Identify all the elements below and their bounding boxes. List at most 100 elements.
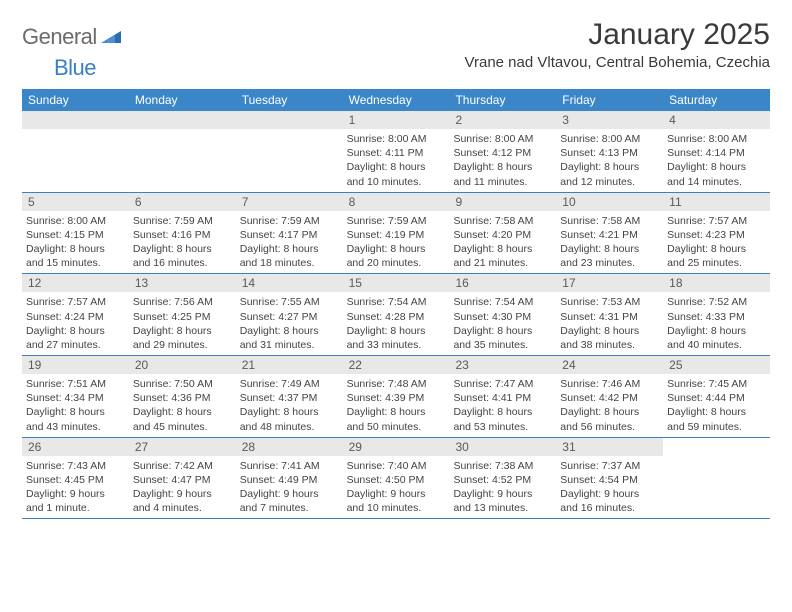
logo-word1: General — [22, 24, 97, 50]
daylight-line2: and 14 minutes. — [667, 175, 766, 189]
day-cell: 9Sunrise: 7:58 AMSunset: 4:20 PMDaylight… — [449, 193, 556, 274]
day-number: 31 — [556, 438, 663, 456]
sunset-text: Sunset: 4:24 PM — [26, 310, 125, 324]
daylight-line1: Daylight: 8 hours — [133, 324, 232, 338]
daylight-line1: Daylight: 8 hours — [667, 405, 766, 419]
sunrise-text: Sunrise: 7:57 AM — [667, 214, 766, 228]
sunrise-text: Sunrise: 7:52 AM — [667, 295, 766, 309]
daylight-line2: and 45 minutes. — [133, 420, 232, 434]
day-number: 19 — [22, 356, 129, 374]
day-cell: 26Sunrise: 7:43 AMSunset: 4:45 PMDayligh… — [22, 438, 129, 519]
daylight-line1: Daylight: 8 hours — [453, 405, 552, 419]
sunrise-text: Sunrise: 7:54 AM — [347, 295, 446, 309]
daylight-line2: and 11 minutes. — [453, 175, 552, 189]
daylight-line1: Daylight: 8 hours — [667, 324, 766, 338]
sunset-text: Sunset: 4:30 PM — [453, 310, 552, 324]
day-cell: 11Sunrise: 7:57 AMSunset: 4:23 PMDayligh… — [663, 193, 770, 274]
daylight-line2: and 33 minutes. — [347, 338, 446, 352]
day-number: 10 — [556, 193, 663, 211]
day-content: Sunrise: 7:53 AMSunset: 4:31 PMDaylight:… — [556, 292, 663, 355]
week-row: 1Sunrise: 8:00 AMSunset: 4:11 PMDaylight… — [22, 111, 770, 193]
sunrise-text: Sunrise: 7:58 AM — [453, 214, 552, 228]
daylight-line2: and 29 minutes. — [133, 338, 232, 352]
daylight-line2: and 15 minutes. — [26, 256, 125, 270]
day-number: 7 — [236, 193, 343, 211]
daylight-line2: and 4 minutes. — [133, 501, 232, 515]
day-number: 24 — [556, 356, 663, 374]
sunset-text: Sunset: 4:28 PM — [347, 310, 446, 324]
daylight-line2: and 1 minute. — [26, 501, 125, 515]
day-content: Sunrise: 7:52 AMSunset: 4:33 PMDaylight:… — [663, 292, 770, 355]
day-number: 20 — [129, 356, 236, 374]
day-number: 14 — [236, 274, 343, 292]
sunset-text: Sunset: 4:39 PM — [347, 391, 446, 405]
day-cell: 22Sunrise: 7:48 AMSunset: 4:39 PMDayligh… — [343, 356, 450, 437]
day-cell: 21Sunrise: 7:49 AMSunset: 4:37 PMDayligh… — [236, 356, 343, 437]
day-content: Sunrise: 8:00 AMSunset: 4:14 PMDaylight:… — [663, 129, 770, 192]
weekday-header-row: SundayMondayTuesdayWednesdayThursdayFrid… — [22, 89, 770, 111]
day-content: Sunrise: 7:51 AMSunset: 4:34 PMDaylight:… — [22, 374, 129, 437]
daylight-line2: and 38 minutes. — [560, 338, 659, 352]
day-content: Sunrise: 7:47 AMSunset: 4:41 PMDaylight:… — [449, 374, 556, 437]
sunrise-text: Sunrise: 7:59 AM — [240, 214, 339, 228]
day-cell: 27Sunrise: 7:42 AMSunset: 4:47 PMDayligh… — [129, 438, 236, 519]
daylight-line1: Daylight: 9 hours — [560, 487, 659, 501]
day-content: Sunrise: 7:57 AMSunset: 4:24 PMDaylight:… — [22, 292, 129, 355]
day-content: Sunrise: 7:59 AMSunset: 4:19 PMDaylight:… — [343, 211, 450, 274]
daylight-line1: Daylight: 8 hours — [26, 405, 125, 419]
daylight-line1: Daylight: 8 hours — [133, 405, 232, 419]
sunset-text: Sunset: 4:49 PM — [240, 473, 339, 487]
sunrise-text: Sunrise: 7:48 AM — [347, 377, 446, 391]
day-cell: 13Sunrise: 7:56 AMSunset: 4:25 PMDayligh… — [129, 274, 236, 355]
logo: General — [22, 24, 123, 50]
sunrise-text: Sunrise: 7:54 AM — [453, 295, 552, 309]
day-number: 4 — [663, 111, 770, 129]
week-row: 19Sunrise: 7:51 AMSunset: 4:34 PMDayligh… — [22, 356, 770, 438]
day-content: Sunrise: 7:42 AMSunset: 4:47 PMDaylight:… — [129, 456, 236, 519]
day-content: Sunrise: 7:56 AMSunset: 4:25 PMDaylight:… — [129, 292, 236, 355]
weekday-thursday: Thursday — [449, 89, 556, 111]
week-row: 5Sunrise: 8:00 AMSunset: 4:15 PMDaylight… — [22, 193, 770, 275]
weekday-monday: Monday — [129, 89, 236, 111]
day-cell: 15Sunrise: 7:54 AMSunset: 4:28 PMDayligh… — [343, 274, 450, 355]
day-content: Sunrise: 8:00 AMSunset: 4:13 PMDaylight:… — [556, 129, 663, 192]
daylight-line2: and 20 minutes. — [347, 256, 446, 270]
month-title: January 2025 — [465, 18, 770, 52]
day-cell: 8Sunrise: 7:59 AMSunset: 4:19 PMDaylight… — [343, 193, 450, 274]
sunrise-text: Sunrise: 7:59 AM — [347, 214, 446, 228]
sunrise-text: Sunrise: 7:47 AM — [453, 377, 552, 391]
day-number: 17 — [556, 274, 663, 292]
week-row: 26Sunrise: 7:43 AMSunset: 4:45 PMDayligh… — [22, 438, 770, 520]
sunrise-text: Sunrise: 7:37 AM — [560, 459, 659, 473]
day-content: Sunrise: 7:40 AMSunset: 4:50 PMDaylight:… — [343, 456, 450, 519]
daylight-line1: Daylight: 8 hours — [560, 405, 659, 419]
day-number: 1 — [343, 111, 450, 129]
calendar: SundayMondayTuesdayWednesdayThursdayFrid… — [22, 89, 770, 519]
sunset-text: Sunset: 4:52 PM — [453, 473, 552, 487]
daylight-line2: and 7 minutes. — [240, 501, 339, 515]
daylight-line1: Daylight: 8 hours — [667, 242, 766, 256]
daylight-line1: Daylight: 8 hours — [453, 160, 552, 174]
day-content: Sunrise: 8:00 AMSunset: 4:11 PMDaylight:… — [343, 129, 450, 192]
daylight-line1: Daylight: 8 hours — [347, 324, 446, 338]
sunrise-text: Sunrise: 7:56 AM — [133, 295, 232, 309]
day-cell: 23Sunrise: 7:47 AMSunset: 4:41 PMDayligh… — [449, 356, 556, 437]
sunset-text: Sunset: 4:12 PM — [453, 146, 552, 160]
day-content: Sunrise: 7:43 AMSunset: 4:45 PMDaylight:… — [22, 456, 129, 519]
sunrise-text: Sunrise: 7:43 AM — [26, 459, 125, 473]
sunrise-text: Sunrise: 8:00 AM — [26, 214, 125, 228]
sunset-text: Sunset: 4:25 PM — [133, 310, 232, 324]
sunrise-text: Sunrise: 8:00 AM — [347, 132, 446, 146]
sunrise-text: Sunrise: 7:50 AM — [133, 377, 232, 391]
sunset-text: Sunset: 4:17 PM — [240, 228, 339, 242]
sunset-text: Sunset: 4:45 PM — [26, 473, 125, 487]
daylight-line1: Daylight: 9 hours — [133, 487, 232, 501]
day-content: Sunrise: 7:46 AMSunset: 4:42 PMDaylight:… — [556, 374, 663, 437]
daylight-line2: and 21 minutes. — [453, 256, 552, 270]
day-content: Sunrise: 7:57 AMSunset: 4:23 PMDaylight:… — [663, 211, 770, 274]
daylight-line1: Daylight: 8 hours — [240, 324, 339, 338]
day-content: Sunrise: 7:59 AMSunset: 4:17 PMDaylight:… — [236, 211, 343, 274]
day-content: Sunrise: 7:58 AMSunset: 4:20 PMDaylight:… — [449, 211, 556, 274]
daylight-line2: and 56 minutes. — [560, 420, 659, 434]
sunset-text: Sunset: 4:19 PM — [347, 228, 446, 242]
